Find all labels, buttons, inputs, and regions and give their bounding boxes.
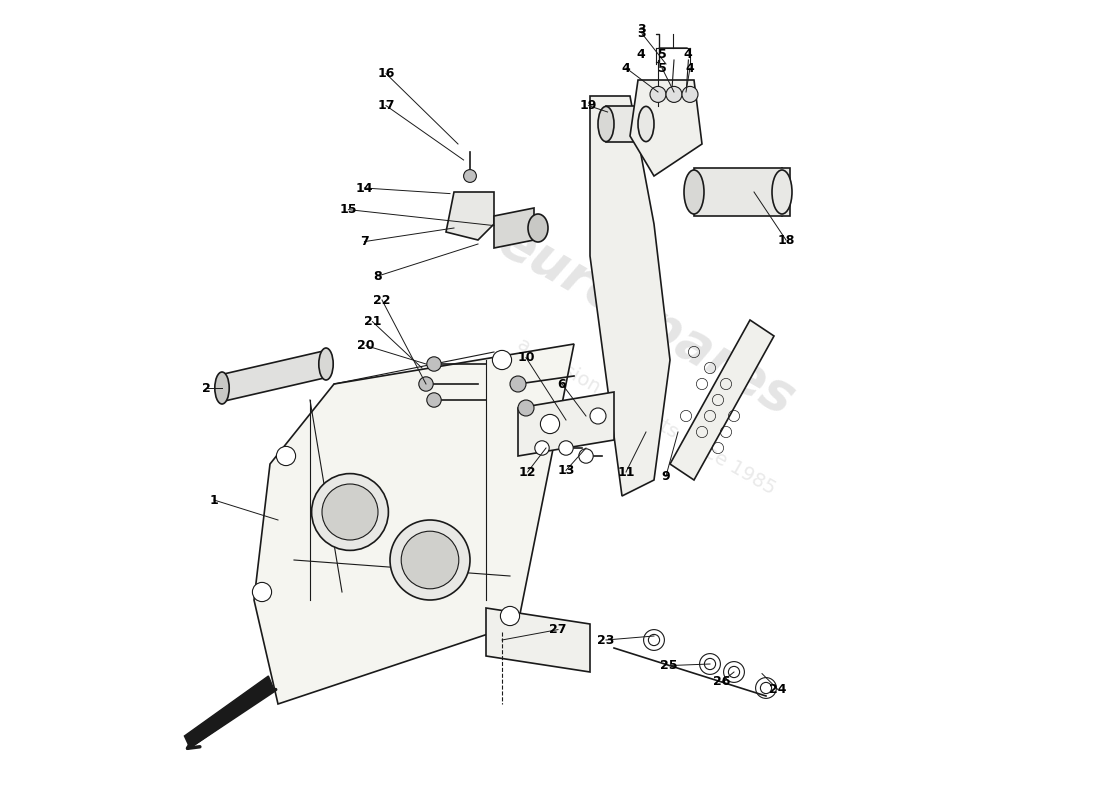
Polygon shape	[630, 80, 702, 176]
Polygon shape	[606, 106, 646, 142]
Text: 4: 4	[636, 48, 645, 61]
Text: 3: 3	[638, 27, 647, 40]
Text: 11: 11	[617, 466, 635, 478]
Text: a passion for parts since 1985: a passion for parts since 1985	[514, 334, 779, 498]
Circle shape	[579, 449, 593, 463]
Text: 18: 18	[778, 234, 794, 246]
Circle shape	[493, 350, 512, 370]
Polygon shape	[446, 192, 494, 240]
Ellipse shape	[528, 214, 548, 242]
Polygon shape	[590, 96, 670, 496]
Ellipse shape	[319, 348, 333, 380]
Text: 5: 5	[659, 48, 668, 61]
Polygon shape	[494, 208, 534, 248]
Circle shape	[510, 376, 526, 392]
Circle shape	[518, 400, 534, 416]
Circle shape	[419, 377, 433, 391]
Circle shape	[427, 393, 441, 407]
Polygon shape	[694, 168, 790, 216]
Circle shape	[728, 666, 739, 678]
Polygon shape	[185, 676, 274, 748]
Circle shape	[590, 408, 606, 424]
Text: 4: 4	[683, 48, 692, 61]
Polygon shape	[254, 344, 574, 704]
Text: 8: 8	[374, 270, 383, 282]
Circle shape	[559, 441, 573, 455]
Polygon shape	[518, 392, 614, 456]
Ellipse shape	[214, 372, 229, 404]
Ellipse shape	[638, 106, 654, 142]
Text: 24: 24	[769, 683, 786, 696]
Text: 26: 26	[713, 675, 730, 688]
Ellipse shape	[772, 170, 792, 214]
Circle shape	[390, 520, 470, 600]
Text: 12: 12	[519, 466, 537, 478]
Text: 27: 27	[549, 623, 566, 636]
Text: 15: 15	[340, 203, 358, 216]
Polygon shape	[486, 608, 590, 672]
Text: 13: 13	[558, 464, 574, 477]
Text: eurospares: eurospares	[488, 214, 803, 426]
Ellipse shape	[598, 106, 614, 142]
Polygon shape	[222, 350, 326, 402]
Text: 4: 4	[685, 62, 694, 74]
Text: 21: 21	[364, 315, 382, 328]
Text: 14: 14	[355, 182, 373, 194]
Polygon shape	[670, 320, 774, 480]
Text: 1: 1	[210, 494, 219, 506]
Text: 5: 5	[658, 62, 667, 74]
Text: 22: 22	[373, 294, 390, 306]
Circle shape	[311, 474, 388, 550]
Circle shape	[682, 86, 698, 102]
Circle shape	[500, 606, 519, 626]
Circle shape	[760, 682, 771, 694]
Circle shape	[427, 357, 441, 371]
Circle shape	[540, 414, 560, 434]
Text: 17: 17	[377, 99, 395, 112]
Circle shape	[650, 86, 666, 102]
Text: 19: 19	[580, 99, 597, 112]
Text: 25: 25	[660, 659, 678, 672]
Circle shape	[402, 531, 459, 589]
Text: 7: 7	[360, 235, 368, 248]
Text: 23: 23	[597, 634, 615, 646]
Circle shape	[463, 170, 476, 182]
Text: 10: 10	[517, 351, 535, 364]
Circle shape	[704, 658, 716, 670]
Text: 20: 20	[358, 339, 375, 352]
Circle shape	[252, 582, 272, 602]
Text: 3: 3	[638, 23, 647, 36]
Text: 2: 2	[201, 382, 210, 394]
Circle shape	[648, 634, 660, 646]
Text: 4: 4	[621, 62, 630, 74]
Text: 9: 9	[662, 470, 670, 482]
Circle shape	[666, 86, 682, 102]
Circle shape	[322, 484, 378, 540]
Text: 16: 16	[377, 67, 395, 80]
Circle shape	[276, 446, 296, 466]
Text: 6: 6	[558, 378, 566, 390]
Ellipse shape	[684, 170, 704, 214]
Circle shape	[535, 441, 549, 455]
